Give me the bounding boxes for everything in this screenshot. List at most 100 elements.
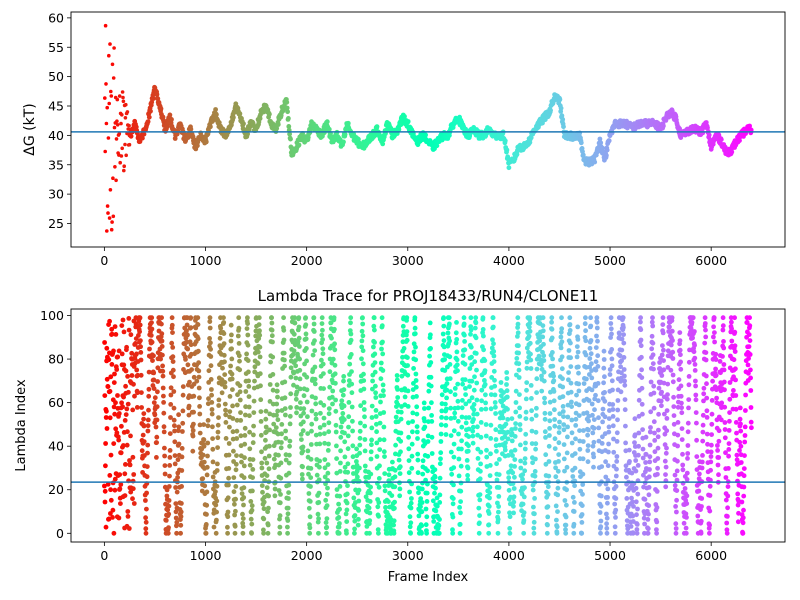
lambda-point	[608, 321, 614, 326]
lambda-point	[144, 464, 150, 469]
lambda-point	[492, 392, 498, 398]
lambda-point	[348, 315, 354, 321]
lambda-point	[132, 393, 137, 399]
lambda-point	[708, 454, 714, 459]
lambda-point	[426, 419, 431, 424]
lambda-point	[732, 315, 737, 321]
lambda-point	[630, 499, 635, 505]
lambda-point	[316, 530, 321, 536]
lambda-point	[670, 356, 676, 361]
lambda-point	[333, 380, 338, 386]
lambda-point	[679, 400, 684, 406]
lambda-point	[605, 500, 610, 506]
lambda-point	[701, 398, 706, 404]
lambda-point	[627, 459, 632, 464]
lambda-point	[629, 495, 634, 501]
lambda-point	[457, 530, 463, 536]
lambda-point	[139, 405, 145, 410]
lambda-point	[381, 424, 387, 430]
lambda-point	[172, 439, 178, 445]
lambda-point	[624, 496, 630, 501]
lambda-point	[462, 347, 468, 353]
lambda-point	[431, 519, 437, 524]
lambda-point	[564, 487, 569, 493]
lambda-point	[146, 407, 151, 413]
lambda-point	[559, 366, 565, 372]
lambda-point	[465, 477, 471, 483]
lambda-point	[329, 394, 335, 400]
lambda-point	[588, 351, 594, 357]
lambda-point	[534, 405, 539, 411]
lambda-point	[487, 463, 493, 468]
lambda-point	[434, 503, 440, 509]
lambda-point	[189, 367, 195, 372]
delta-g-point	[718, 137, 724, 143]
lambda-point	[623, 440, 628, 446]
lambda-point	[106, 357, 112, 363]
lambda-point	[665, 381, 671, 387]
lambda-point	[622, 373, 627, 379]
lambda-point	[300, 476, 305, 482]
lambda-point	[575, 364, 581, 370]
lambda-point	[581, 428, 586, 433]
lambda-point	[269, 333, 275, 339]
lambda-point	[395, 387, 400, 392]
lambda-point	[608, 315, 614, 321]
lambda-point	[477, 520, 482, 526]
lambda-point	[307, 530, 313, 536]
lambda-point	[742, 439, 748, 445]
lambda-point	[116, 411, 122, 416]
lambda-point	[288, 405, 293, 410]
lambda-point	[233, 484, 239, 489]
lambda-point	[349, 404, 355, 410]
lambda-point	[645, 517, 651, 522]
lambda-point	[355, 474, 360, 480]
lambda-point	[579, 503, 585, 508]
lambda-point	[143, 519, 149, 525]
lambda-point	[621, 355, 627, 360]
lambda-point	[523, 396, 529, 402]
lambda-point	[509, 438, 515, 444]
lambda-point	[490, 315, 496, 321]
lambda-point	[332, 341, 337, 347]
lambda-point	[707, 530, 712, 536]
lambda-point	[392, 505, 397, 511]
lambda-point	[412, 325, 418, 331]
lambda-point	[122, 493, 128, 498]
lambda-point	[725, 505, 730, 511]
lambda-point	[665, 365, 671, 370]
lambda-point	[608, 335, 613, 340]
lambda-point	[662, 411, 667, 417]
lambda-point	[654, 489, 660, 494]
lambda-point	[180, 420, 186, 426]
lambda-point	[481, 347, 486, 353]
lambda-point	[468, 327, 474, 333]
lambda-point	[604, 525, 610, 531]
lambda-point	[493, 404, 498, 410]
lambda-point	[544, 530, 550, 536]
lambda-point	[738, 428, 744, 434]
delta-g-y-tick-label: 40	[48, 128, 64, 143]
lambda-point	[257, 332, 263, 338]
lambda-point	[281, 350, 287, 356]
lambda-point	[565, 402, 571, 408]
lambda-point	[679, 405, 684, 411]
lambda-point	[546, 459, 552, 464]
lambda-point	[524, 380, 530, 385]
lambda-point	[130, 454, 136, 460]
lambda-point	[313, 416, 319, 422]
lambda-point	[369, 415, 375, 420]
lambda-point	[197, 395, 202, 401]
lambda-point	[729, 319, 734, 325]
lambda-point	[325, 448, 331, 453]
lambda-point	[242, 441, 248, 447]
lambda-point	[647, 467, 652, 472]
lambda-point	[748, 367, 753, 373]
lambda-point	[603, 474, 609, 480]
lambda-point	[337, 493, 343, 499]
lambda-point	[309, 408, 315, 414]
lambda-point	[372, 369, 378, 375]
lambda-point	[452, 392, 458, 397]
lambda-point	[149, 320, 154, 325]
lambda-point	[196, 385, 202, 391]
